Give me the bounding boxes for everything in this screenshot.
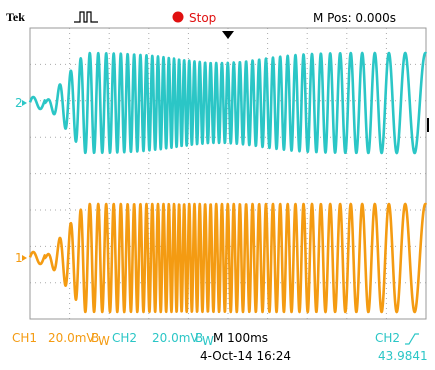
trigger-frequency: 43.9841 — [378, 349, 428, 363]
oscilloscope-screen: Tek Stop M Pos: 0.000s 2 1 CH1 20.0mV B … — [0, 0, 435, 370]
trigger-source: CH2 — [375, 331, 400, 345]
background — [0, 0, 435, 370]
ch2-label: CH2 — [112, 331, 137, 345]
brand: Tek — [6, 10, 25, 24]
stop-indicator — [173, 12, 184, 23]
horizontal-position: M Pos: 0.000s — [313, 11, 396, 25]
channel-marker: 2 — [15, 96, 23, 110]
run-status: Stop — [189, 11, 216, 25]
ch1-scale: 20.0mV — [48, 331, 95, 345]
ch1-bw-sub: W — [98, 334, 110, 348]
ch1-label: CH1 — [12, 331, 37, 345]
timebase: M 100ms — [213, 331, 268, 345]
date-time: 4-Oct-14 16:24 — [200, 349, 291, 363]
ch2-scale: 20.0mV — [152, 331, 199, 345]
channel-marker: 1 — [15, 251, 23, 265]
